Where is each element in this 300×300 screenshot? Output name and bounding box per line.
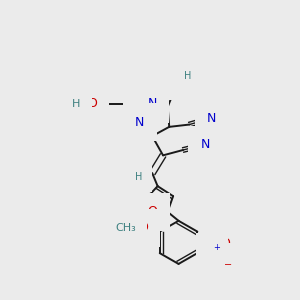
Text: N: N [135, 116, 145, 129]
Text: H: H [72, 99, 80, 109]
Text: N: N [148, 97, 157, 110]
Text: O: O [220, 256, 230, 269]
Text: O: O [87, 97, 97, 110]
Text: O: O [220, 237, 230, 250]
Text: −: − [224, 260, 232, 271]
Text: N: N [176, 74, 185, 87]
Text: O: O [138, 221, 148, 234]
Text: N: N [208, 246, 218, 259]
Text: N: N [207, 112, 217, 125]
Text: CH₃: CH₃ [115, 223, 136, 233]
Text: +: + [213, 243, 220, 252]
Text: H: H [135, 172, 142, 182]
Text: H: H [184, 71, 191, 81]
Text: N: N [201, 138, 210, 151]
Text: O: O [147, 205, 157, 218]
Text: H: H [170, 71, 178, 81]
